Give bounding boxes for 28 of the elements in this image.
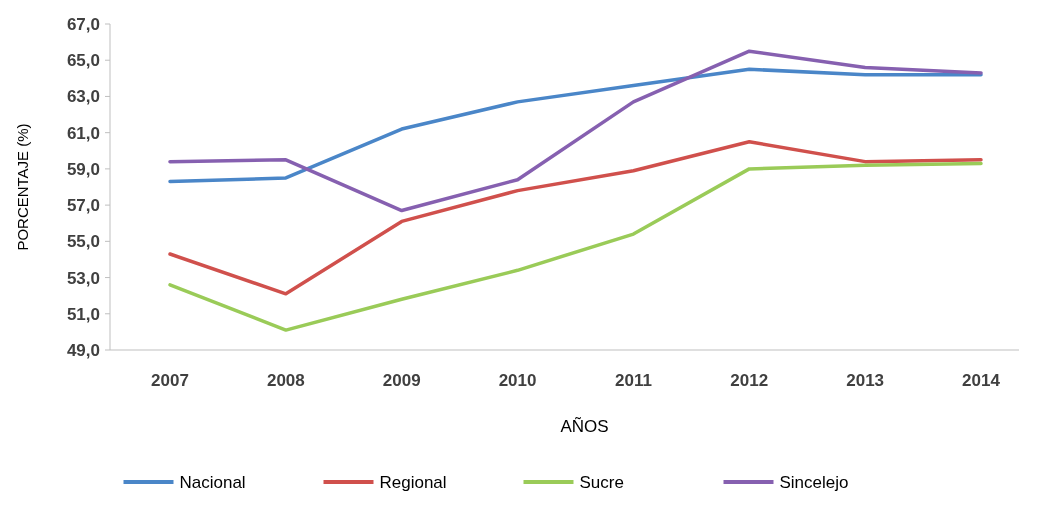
x-axis-title: AÑOS: [560, 417, 609, 436]
x-tick-label: 2011: [614, 371, 652, 390]
x-tick-label: 2009: [382, 371, 421, 390]
legend-label: Nacional: [179, 473, 246, 492]
line-series: [168, 139, 983, 296]
y-tick-label: 55,0: [66, 232, 100, 252]
legend-label: Sincelejo: [779, 473, 849, 492]
y-tick-label: 51,0: [66, 304, 100, 324]
line-series: [168, 67, 983, 184]
y-tick-label: 65,0: [66, 51, 100, 71]
legend-label: Regional: [379, 473, 447, 492]
x-tick-label: 2012: [730, 371, 769, 390]
x-tick-label: 2010: [498, 371, 537, 390]
y-tick-label: 53,0: [66, 268, 100, 288]
y-axis-title: PORCENTAJE (%): [14, 123, 31, 251]
x-tick-label: 2014: [962, 371, 1001, 390]
y-tick-label: 63,0: [66, 87, 100, 107]
legend-label: Sucre: [579, 473, 624, 492]
line-series: [168, 49, 983, 213]
y-tick-label: 61,0: [66, 123, 100, 143]
y-tick-label: 67,0: [66, 14, 100, 34]
x-tick-label: 2008: [266, 371, 305, 390]
y-tick-label: 59,0: [66, 159, 100, 179]
y-tick-label: 49,0: [66, 340, 100, 360]
x-tick-label: 2013: [846, 371, 885, 390]
line-series: [168, 161, 983, 332]
x-tick-label: 2007: [151, 371, 189, 390]
y-tick-label: 57,0: [66, 196, 100, 216]
